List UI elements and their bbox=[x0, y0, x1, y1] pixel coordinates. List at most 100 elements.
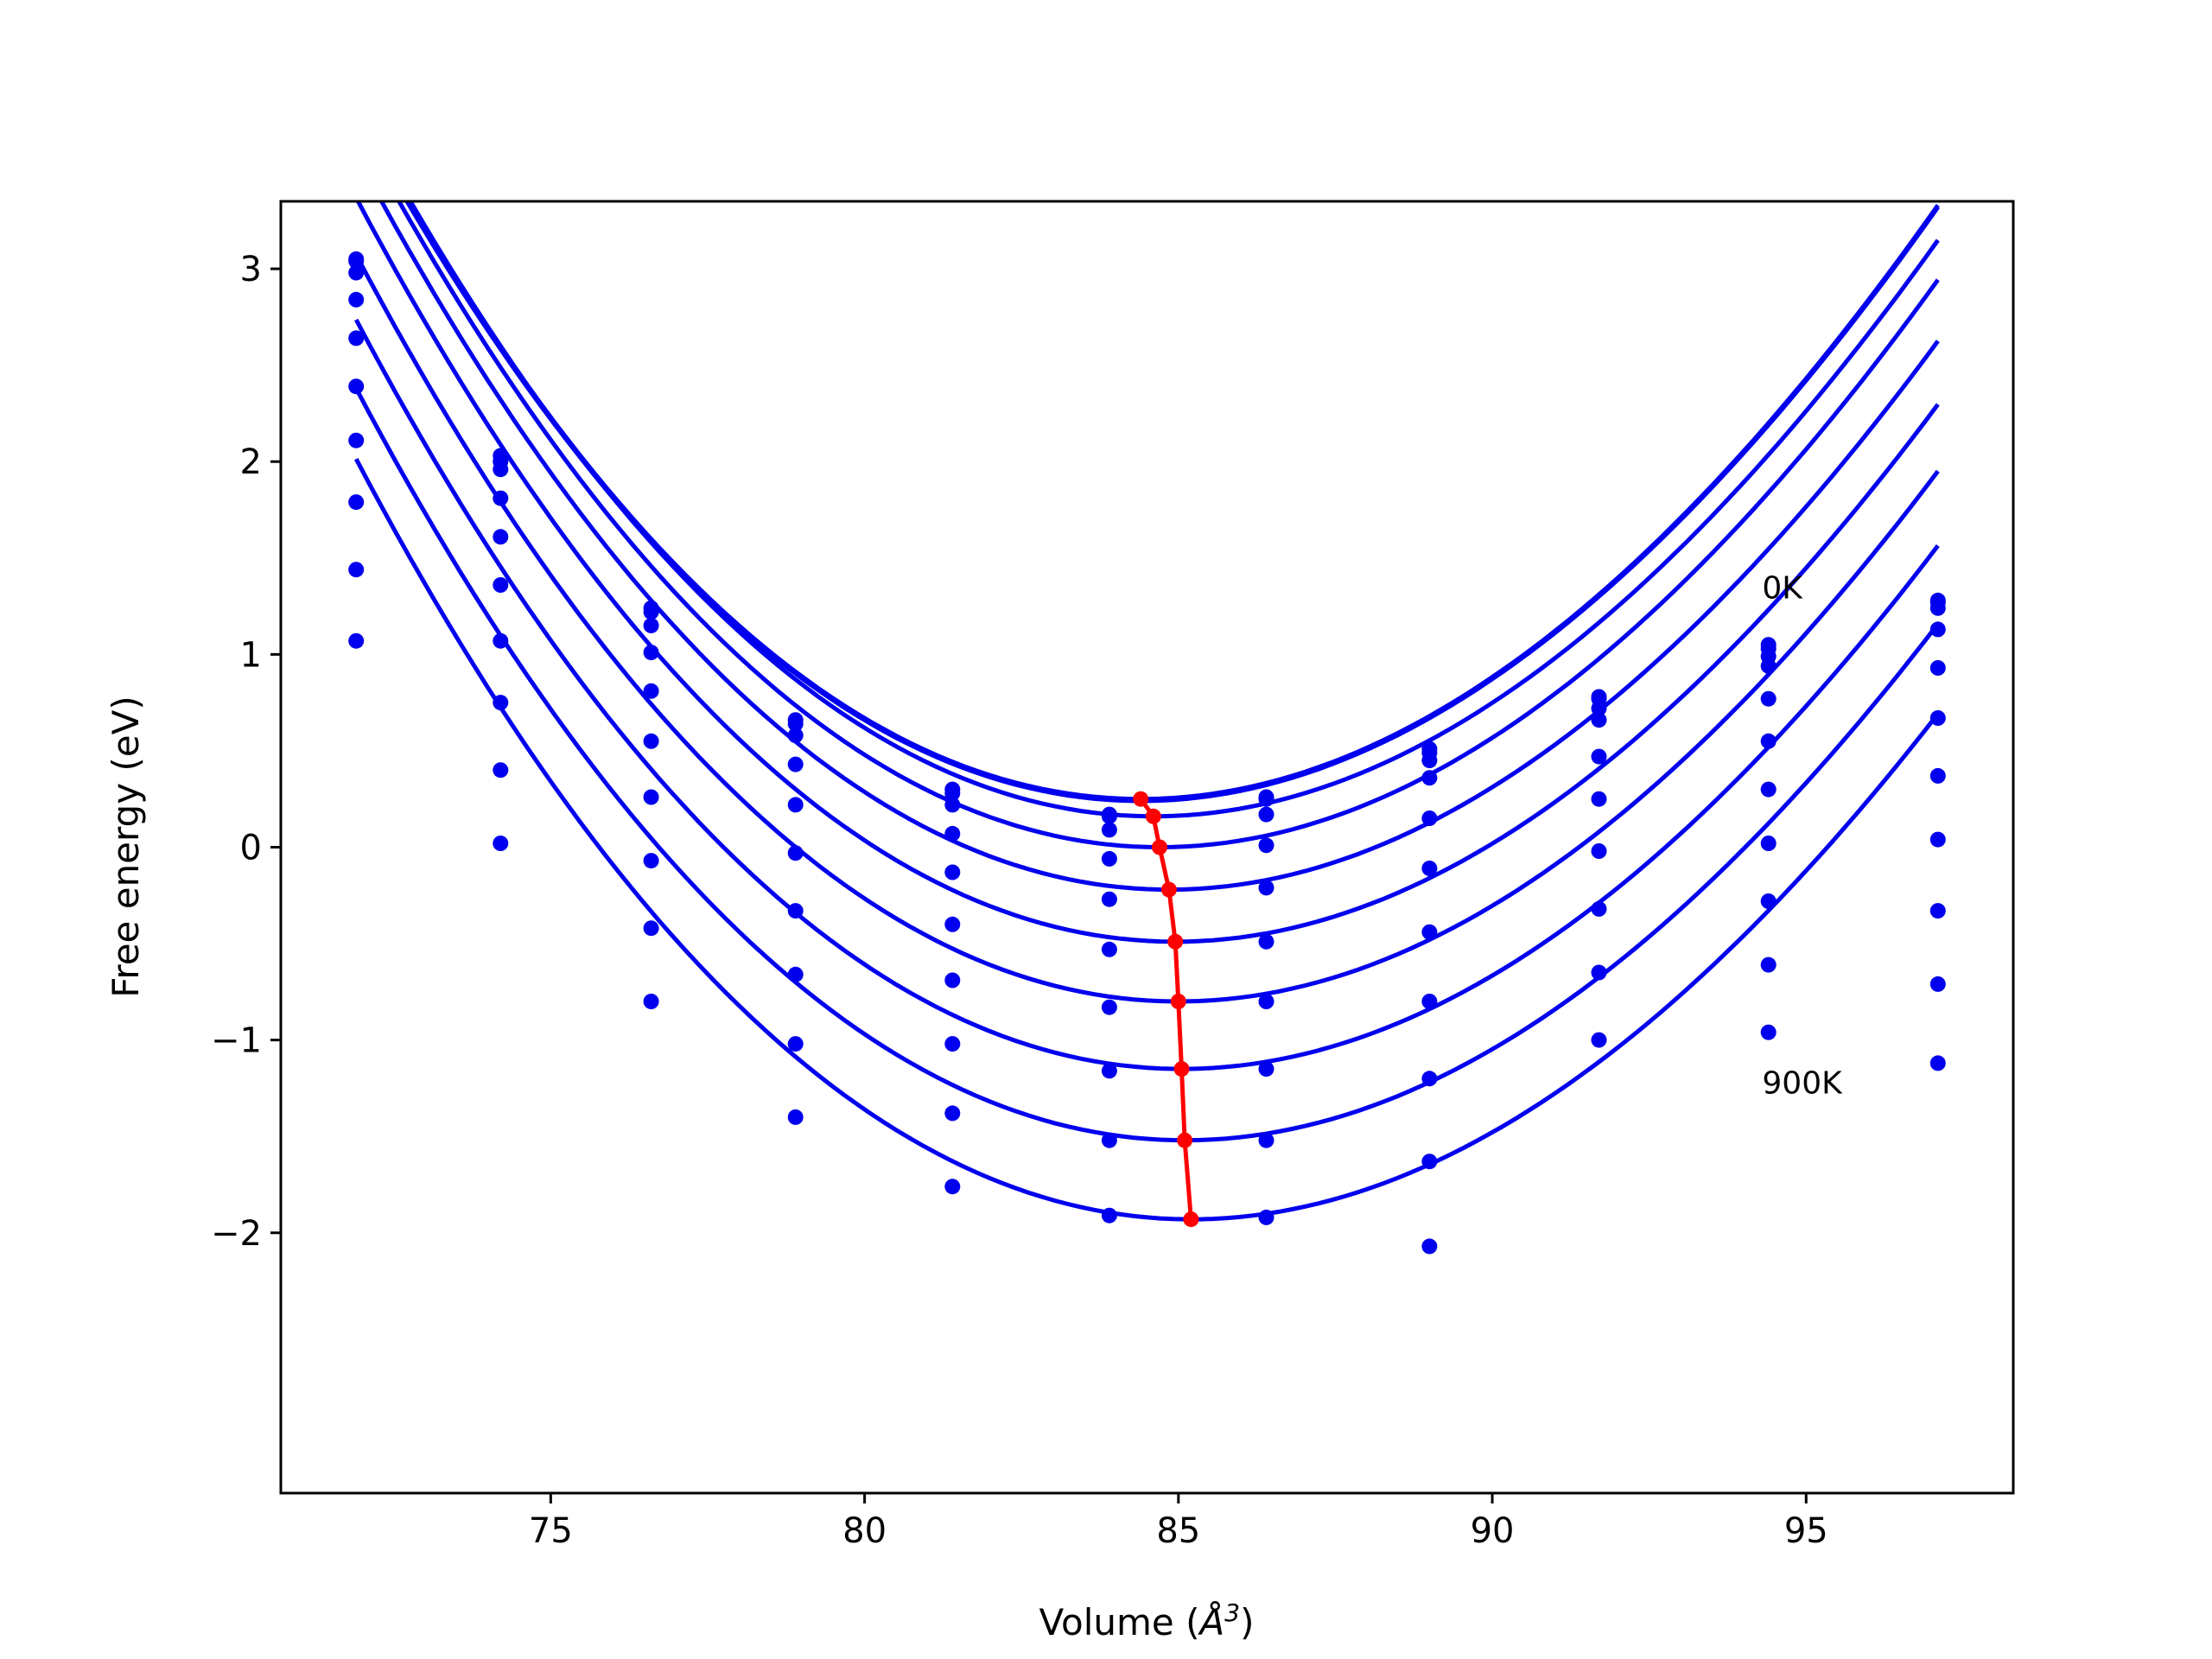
data-point bbox=[1929, 660, 1946, 676]
data-point bbox=[1929, 1055, 1946, 1071]
data-point bbox=[1591, 900, 1607, 917]
data-point bbox=[787, 1036, 804, 1052]
data-point bbox=[1760, 781, 1777, 798]
y-tick-label: −1 bbox=[211, 1021, 262, 1061]
data-point bbox=[1591, 748, 1607, 765]
data-point bbox=[787, 728, 804, 744]
data-point bbox=[348, 291, 365, 308]
data-point bbox=[348, 253, 365, 270]
data-point bbox=[787, 797, 804, 813]
y-tick-label: 1 bbox=[240, 635, 262, 675]
data-point bbox=[493, 577, 509, 593]
annotations: 0K 900K bbox=[1762, 570, 1843, 1101]
data-point bbox=[643, 645, 659, 661]
x-tick-label: 85 bbox=[1156, 1511, 1200, 1551]
data-point bbox=[1258, 806, 1274, 823]
data-point bbox=[348, 264, 365, 281]
data-point bbox=[1760, 893, 1777, 909]
data-point bbox=[1101, 1132, 1117, 1148]
x-axis-title-unit: Å bbox=[1198, 1600, 1225, 1643]
data-point bbox=[787, 1109, 804, 1125]
data-point bbox=[1421, 1071, 1438, 1087]
x-axis-title-exponent: 3 bbox=[1224, 1599, 1240, 1627]
data-point bbox=[1929, 903, 1946, 919]
fit-curve-900K bbox=[353, 458, 1940, 1222]
data-point bbox=[1591, 964, 1607, 981]
data-point bbox=[1929, 976, 1946, 992]
data-point bbox=[1760, 658, 1777, 674]
data-point bbox=[643, 994, 659, 1009]
data-point bbox=[643, 853, 659, 869]
data-point bbox=[1591, 700, 1607, 716]
data-point bbox=[1760, 957, 1777, 973]
data-point bbox=[1760, 1024, 1777, 1040]
data-point bbox=[1101, 808, 1117, 824]
y-tick-label: −2 bbox=[211, 1214, 262, 1254]
data-point bbox=[1258, 791, 1274, 807]
data-point bbox=[493, 836, 509, 851]
fit-curve-700K bbox=[353, 318, 1940, 1071]
data-point bbox=[1101, 891, 1117, 907]
data-point bbox=[493, 461, 509, 478]
data-point bbox=[944, 825, 961, 842]
x-tick-label: 75 bbox=[529, 1511, 573, 1551]
data-point bbox=[1101, 1207, 1117, 1224]
data-point bbox=[944, 1105, 961, 1122]
minimum-point bbox=[1167, 933, 1184, 950]
data-point bbox=[493, 490, 509, 506]
annotation-label: 900K bbox=[1762, 1066, 1843, 1102]
data-point bbox=[1760, 836, 1777, 851]
data-point bbox=[1421, 1154, 1438, 1170]
data-point bbox=[944, 972, 961, 988]
data-point bbox=[787, 903, 804, 919]
data-point bbox=[1591, 791, 1607, 807]
data-point bbox=[1421, 861, 1438, 876]
y-tick-label: 3 bbox=[240, 250, 262, 289]
data-point bbox=[1258, 1209, 1274, 1225]
data-point bbox=[787, 715, 804, 732]
data-point bbox=[348, 494, 365, 511]
minimum-point bbox=[1183, 1211, 1199, 1228]
minimum-line-group bbox=[1133, 791, 1199, 1228]
x-axis-title-close: ) bbox=[1240, 1601, 1254, 1643]
data-point bbox=[1760, 733, 1777, 749]
data-point bbox=[1421, 770, 1438, 786]
minimum-point bbox=[1133, 791, 1149, 807]
minimum-point bbox=[1170, 994, 1186, 1009]
minimum-point bbox=[1152, 839, 1167, 855]
y-tick-label: 0 bbox=[240, 829, 262, 868]
data-point bbox=[493, 632, 509, 649]
data-point bbox=[493, 762, 509, 779]
data-point bbox=[493, 695, 509, 711]
x-axis-title-text: Volume ( bbox=[1039, 1601, 1200, 1643]
data-point bbox=[944, 797, 961, 813]
x-tick-label: 95 bbox=[1784, 1511, 1828, 1551]
x-axis-title: Volume (Å3) bbox=[1039, 1599, 1255, 1643]
data-point bbox=[643, 604, 659, 620]
data-point bbox=[1421, 810, 1438, 826]
data-point bbox=[787, 966, 804, 982]
minimum-point bbox=[1145, 808, 1161, 824]
y-tick-label: 2 bbox=[240, 442, 262, 482]
annotation-label: 0K bbox=[1762, 570, 1803, 606]
data-point bbox=[1258, 933, 1274, 950]
data-point bbox=[348, 330, 365, 346]
x-tick-label: 80 bbox=[842, 1511, 887, 1551]
x-tick-label: 90 bbox=[1471, 1511, 1515, 1551]
fit-curve-400K bbox=[378, 201, 1940, 893]
data-point bbox=[493, 529, 509, 545]
y-axis-ticks: −2 −1 0 1 2 3 bbox=[211, 250, 281, 1254]
data-point bbox=[944, 916, 961, 932]
data-point bbox=[643, 920, 659, 937]
data-point bbox=[1929, 767, 1946, 784]
data-point bbox=[348, 632, 365, 649]
x-axis-ticks: 75 80 85 90 95 bbox=[529, 1493, 1828, 1551]
data-points bbox=[348, 251, 1946, 1255]
data-point bbox=[348, 378, 365, 395]
data-point bbox=[1258, 994, 1274, 1009]
data-point bbox=[1258, 1132, 1274, 1148]
data-point bbox=[643, 617, 659, 633]
data-point bbox=[1101, 999, 1117, 1015]
fit-curve-300K bbox=[396, 201, 1940, 850]
